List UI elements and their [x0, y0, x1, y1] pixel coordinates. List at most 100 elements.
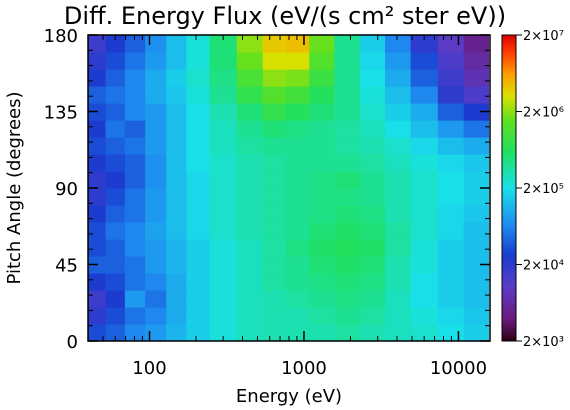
heatmap-cell	[262, 137, 287, 155]
heatmap-cell	[262, 256, 287, 274]
heatmap-cell	[145, 205, 167, 223]
heatmap-cell	[124, 273, 146, 291]
heatmap-cell	[236, 256, 264, 274]
heatmap-cell	[166, 205, 187, 223]
heatmap-cell	[236, 52, 264, 70]
heatmap-cell	[360, 205, 386, 223]
heatmap-cell	[334, 120, 361, 138]
heatmap-cell	[309, 103, 335, 121]
heatmap-cell	[105, 86, 126, 104]
y-axis-label: Pitch Angle (degrees)	[4, 92, 25, 285]
heatmap-cell	[410, 205, 439, 223]
heatmap-cell	[186, 86, 211, 104]
heatmap-cell	[309, 290, 335, 308]
chart-title: Diff. Energy Flux (eV/(s cm² ster eV))	[64, 2, 506, 30]
heatmap-cell	[186, 188, 211, 206]
heatmap-cell	[285, 120, 310, 138]
heatmap-cell	[463, 290, 489, 308]
heatmap-cell	[334, 188, 361, 206]
heatmap-cell	[124, 86, 146, 104]
heatmap-cell	[88, 86, 107, 104]
heatmap-cell	[385, 171, 412, 189]
colorbar-tick-label: 2×10⁴	[523, 259, 564, 274]
heatmap-cell	[88, 52, 107, 70]
heatmap-cell	[309, 69, 335, 87]
heatmap-cell	[360, 52, 386, 70]
heatmap-cell	[186, 35, 211, 53]
heatmap-cell	[186, 103, 211, 121]
heatmap-cell	[186, 120, 211, 138]
heatmap-cell	[236, 324, 264, 341]
heatmap-cell	[437, 307, 465, 325]
heatmap-cell	[186, 222, 211, 240]
heatmap-cell	[334, 69, 361, 87]
heatmap-cell	[285, 239, 310, 257]
heatmap-cell	[166, 103, 187, 121]
heatmap-cell	[463, 222, 489, 240]
heatmap-cell	[309, 120, 335, 138]
y-tick-label: 0	[67, 332, 78, 353]
heatmap-cell	[124, 188, 146, 206]
heatmap-cell	[145, 222, 167, 240]
heatmap-cell	[463, 324, 489, 341]
heatmap-cell	[105, 171, 126, 189]
heatmap-cell	[105, 137, 126, 155]
heatmap-cell	[209, 273, 238, 291]
heatmap-cell	[209, 86, 238, 104]
heatmap-cell	[166, 290, 187, 308]
heatmap-cell	[262, 103, 287, 121]
heatmap-cell	[166, 86, 187, 104]
heatmap-cell	[437, 222, 465, 240]
heatmap-cell	[309, 307, 335, 325]
heatmap-cell	[360, 222, 386, 240]
heatmap-cell	[360, 324, 386, 341]
heatmap-cell	[360, 103, 386, 121]
heatmap-cell	[410, 154, 439, 172]
heatmap-cell	[309, 137, 335, 155]
heatmap-cell	[334, 86, 361, 104]
heatmap-cell	[385, 188, 412, 206]
heatmap-cell	[309, 154, 335, 172]
heatmap-cell	[166, 307, 187, 325]
heatmap-cell	[334, 137, 361, 155]
heatmap-cell	[145, 86, 167, 104]
heatmap-cell	[437, 52, 465, 70]
x-tick-label: 100	[132, 358, 166, 379]
y-tick-label: 90	[55, 179, 78, 200]
heatmap-cell	[385, 154, 412, 172]
heatmap-cell	[360, 120, 386, 138]
heatmap-cell	[437, 290, 465, 308]
y-tick-label: 45	[55, 256, 78, 277]
heatmap-cell	[209, 256, 238, 274]
heatmap-cell	[236, 35, 264, 53]
heatmap-cell	[463, 239, 489, 257]
heatmap-cell	[186, 290, 211, 308]
heatmap-cell	[437, 324, 465, 341]
heatmap-cell	[262, 35, 287, 53]
heatmap-cell	[166, 35, 187, 53]
heatmap-cell	[410, 239, 439, 257]
heatmap-cells	[88, 35, 489, 341]
heatmap-cell	[410, 52, 439, 70]
heatmap-cell	[385, 120, 412, 138]
heatmap-cell	[124, 69, 146, 87]
heatmap-cell	[124, 256, 146, 274]
heatmap-cell	[334, 171, 361, 189]
heatmap-cell	[186, 273, 211, 291]
heatmap-cell	[437, 154, 465, 172]
heatmap-cell	[463, 35, 489, 53]
heatmap-cell	[463, 69, 489, 87]
heatmap-cell	[437, 69, 465, 87]
heatmap-cell	[309, 52, 335, 70]
y-axis: 0 45 90 135 180	[44, 26, 490, 353]
heatmap-cell	[145, 171, 167, 189]
heatmap-cell	[105, 222, 126, 240]
colorbar-tick-label: 2×10⁶	[523, 106, 564, 121]
heatmap-cell	[410, 222, 439, 240]
heatmap-cell	[145, 69, 167, 87]
heatmap-cell	[262, 205, 287, 223]
heatmap-cell	[124, 52, 146, 70]
heatmap-cell	[105, 324, 126, 341]
colorbar	[501, 34, 517, 342]
heatmap-cell	[166, 222, 187, 240]
